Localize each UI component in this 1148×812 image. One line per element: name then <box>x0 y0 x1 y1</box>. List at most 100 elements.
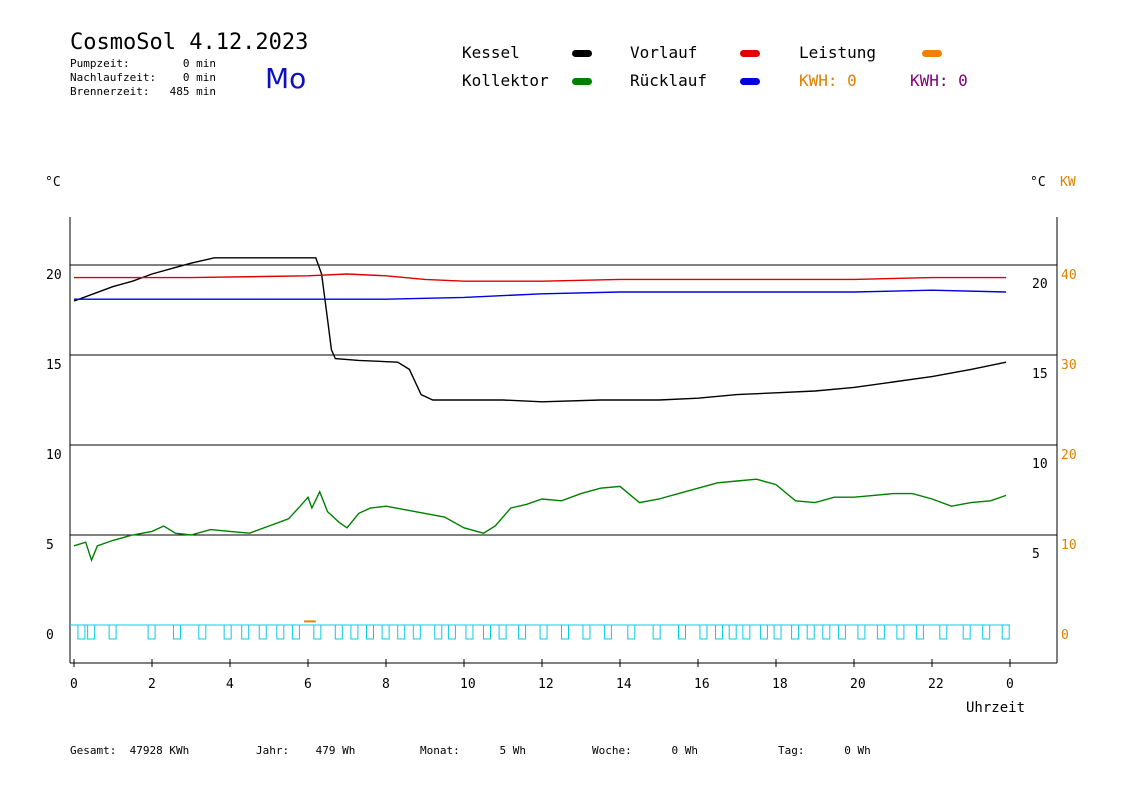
burner-pulse <box>434 624 443 640</box>
x-tick-label: 0 <box>70 677 78 692</box>
x-tick-label: 14 <box>616 677 632 692</box>
legend-vorlauf-label: Vorlauf <box>630 43 698 62</box>
burner-pulse <box>627 624 636 640</box>
footer-monat: Monat: 5 Wh <box>420 744 526 757</box>
x-tick-label: 22 <box>928 677 944 692</box>
x-tick-label: 2 <box>148 677 156 692</box>
legend-kessel-label: Kessel <box>462 43 520 62</box>
footer-tag: Tag: 0 Wh <box>778 744 871 757</box>
right-axis-unit-kw: KW <box>1060 175 1076 190</box>
burner-pulse <box>276 624 285 640</box>
burner-pulse <box>447 624 456 640</box>
chart-title: CosmoSol 4.12.2023 <box>70 30 309 55</box>
legend-vorlauf-swatch <box>740 50 760 57</box>
right-axis-unit: °C <box>1030 175 1046 190</box>
x-tick-label: 18 <box>772 677 788 692</box>
x-tick-label: 6 <box>304 677 312 692</box>
burner-pulse <box>241 624 250 640</box>
burner-pulse <box>939 624 948 640</box>
y-tick-label-left: 15 <box>46 358 62 373</box>
series-line-vorlauf <box>74 273 1007 282</box>
burner-pulse <box>791 624 800 640</box>
burner-pulse <box>498 624 507 640</box>
burner-pulse <box>857 624 866 640</box>
burner-pulse <box>198 624 207 640</box>
stat-brennerzeit: Brennerzeit: 485 min <box>70 85 216 98</box>
burner-pulse <box>876 624 885 640</box>
burner-pulse <box>582 624 591 640</box>
burner-pulse <box>962 624 971 640</box>
x-tick-label: 12 <box>538 677 554 692</box>
burner-pulse <box>715 624 724 640</box>
burner-pulse <box>350 624 359 640</box>
burner-pulse <box>108 624 117 640</box>
x-tick-label: 8 <box>382 677 390 692</box>
burner-pulse <box>699 624 708 640</box>
burner-pulse <box>518 624 527 640</box>
burner-pulse <box>258 624 267 640</box>
y-tick-label-right: 20 <box>1032 277 1048 292</box>
burner-pulse <box>728 624 737 640</box>
burner-pulse <box>313 624 322 640</box>
burner-pulse <box>773 624 782 640</box>
footer-woche: Woche: 0 Wh <box>592 744 698 757</box>
y-tick-label-left: 0 <box>46 628 54 643</box>
x-tick-label: 4 <box>226 677 234 692</box>
burner-pulse <box>223 624 232 640</box>
burner-pulse <box>381 624 390 640</box>
left-axis-unit: °C <box>45 175 61 190</box>
x-tick-label: 20 <box>850 677 866 692</box>
burner-pulse <box>806 624 815 640</box>
burner-pulse <box>366 624 374 640</box>
burner-pulse <box>291 624 300 640</box>
burner-pulse <box>77 624 86 640</box>
legend-ruecklauf-swatch <box>740 78 760 85</box>
legend-leistung-swatch <box>922 50 942 57</box>
y-tick-label-kw: 10 <box>1061 538 1077 553</box>
y-tick-label-right: 10 <box>1032 457 1048 472</box>
legend-ruecklauf-label: Rücklauf <box>630 71 708 90</box>
footer-gesamt: Gesamt: 47928 KWh <box>70 744 190 757</box>
y-tick-label-left: 20 <box>46 268 62 283</box>
burner-pulse <box>982 624 991 640</box>
y-tick-label-right: 5 <box>1032 547 1040 562</box>
y-tick-label-kw: 40 <box>1061 268 1077 283</box>
burner-pulse <box>915 624 924 640</box>
burner-pulse <box>539 624 548 640</box>
y-tick-label-left: 5 <box>46 538 54 553</box>
kwh-secondary: KWH: 0 <box>910 71 968 90</box>
burner-pulse <box>837 624 846 640</box>
x-axis-label: Uhrzeit <box>966 700 1026 716</box>
series-line-kollektor <box>73 478 1007 563</box>
burner-pulse <box>334 624 343 640</box>
stat-pumpzeit: Pumpzeit: 0 min <box>70 57 216 70</box>
legend-kollektor-label: Kollektor <box>462 71 549 90</box>
burner-pulse <box>822 624 831 640</box>
legend-kollektor-swatch <box>572 78 592 85</box>
y-tick-label-left: 10 <box>46 448 62 463</box>
y-tick-label-kw: 20 <box>1061 448 1077 463</box>
x-tick-label: 0 <box>1006 677 1014 692</box>
series-line-ruecklauf <box>74 289 1007 300</box>
burner-pulse <box>465 624 474 640</box>
burner-pulse <box>87 624 96 640</box>
burner-pulse <box>652 624 661 640</box>
burner-pulse <box>759 624 768 640</box>
weekday-label: Mo <box>265 62 307 95</box>
footer-jahr: Jahr: 479 Wh <box>256 744 356 757</box>
burner-pulse <box>603 624 612 640</box>
burner-pulse <box>896 624 905 640</box>
series-line-kessel <box>73 257 1007 403</box>
burner-pulse <box>742 624 751 640</box>
burner-pulse <box>397 624 406 640</box>
y-tick-label-right: 15 <box>1032 367 1048 382</box>
stat-nachlaufzeit: Nachlaufzeit: 0 min <box>70 71 216 84</box>
burner-pulse <box>1001 624 1010 640</box>
burner-pulse <box>483 624 491 640</box>
y-tick-label-kw: 30 <box>1061 358 1077 373</box>
burner-pulse <box>172 624 181 640</box>
legend-leistung-label: Leistung <box>799 43 877 62</box>
burner-pulse <box>678 624 686 640</box>
burner-pulse <box>147 624 156 640</box>
